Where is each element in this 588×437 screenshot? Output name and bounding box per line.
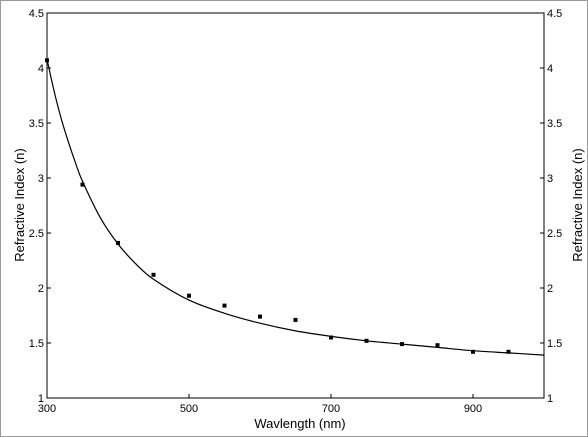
y-axis-title-left: Refractive Index (n) [12, 148, 27, 261]
y-tick-label-right: 2 [547, 283, 553, 295]
y-tick-label-left: 1.5 [29, 338, 44, 350]
data-point [293, 317, 298, 322]
data-point [151, 272, 156, 277]
x-tick-label: 500 [180, 403, 198, 415]
y-tick-label-right: 1 [547, 393, 553, 405]
x-tick-label: 900 [464, 403, 482, 415]
data-point [222, 303, 227, 308]
data-point [329, 335, 333, 340]
y-tick-label-left: 2.5 [29, 228, 44, 240]
y-axis-title-right: Refractive Index (n) [570, 148, 585, 261]
data-point [435, 343, 440, 348]
data-point [400, 342, 404, 347]
data-point [187, 293, 191, 298]
y-tick-label-left: 3.5 [29, 118, 44, 130]
data-point [116, 240, 120, 245]
x-tick-label: 300 [38, 403, 56, 415]
y-tick-label-left: 2 [38, 283, 44, 295]
y-tick-label-right: 4 [547, 63, 553, 75]
data-point [45, 58, 49, 63]
y-tick-label-right: 2.5 [547, 228, 562, 240]
data-point [258, 314, 262, 319]
fit-curve [46, 59, 545, 356]
y-tick-label-right: 4.5 [547, 8, 562, 20]
x-axis-title: Wavlength (nm) [254, 416, 345, 431]
y-tick-label-left: 1 [38, 393, 44, 405]
y-tick-label-left: 4 [38, 63, 44, 75]
y-tick-label-left: 3 [38, 173, 44, 185]
y-tick-label-left: 4.5 [29, 8, 44, 20]
data-point [506, 349, 511, 354]
y-tick-label-right: 3.5 [547, 118, 562, 130]
x-tick-label: 700 [322, 403, 340, 415]
data-point [471, 349, 475, 354]
y-tick-label-right: 3 [547, 173, 553, 185]
plot-area [46, 12, 545, 399]
data-point [80, 182, 85, 187]
y-tick-label-right: 1.5 [547, 338, 562, 350]
data-point [364, 338, 369, 343]
